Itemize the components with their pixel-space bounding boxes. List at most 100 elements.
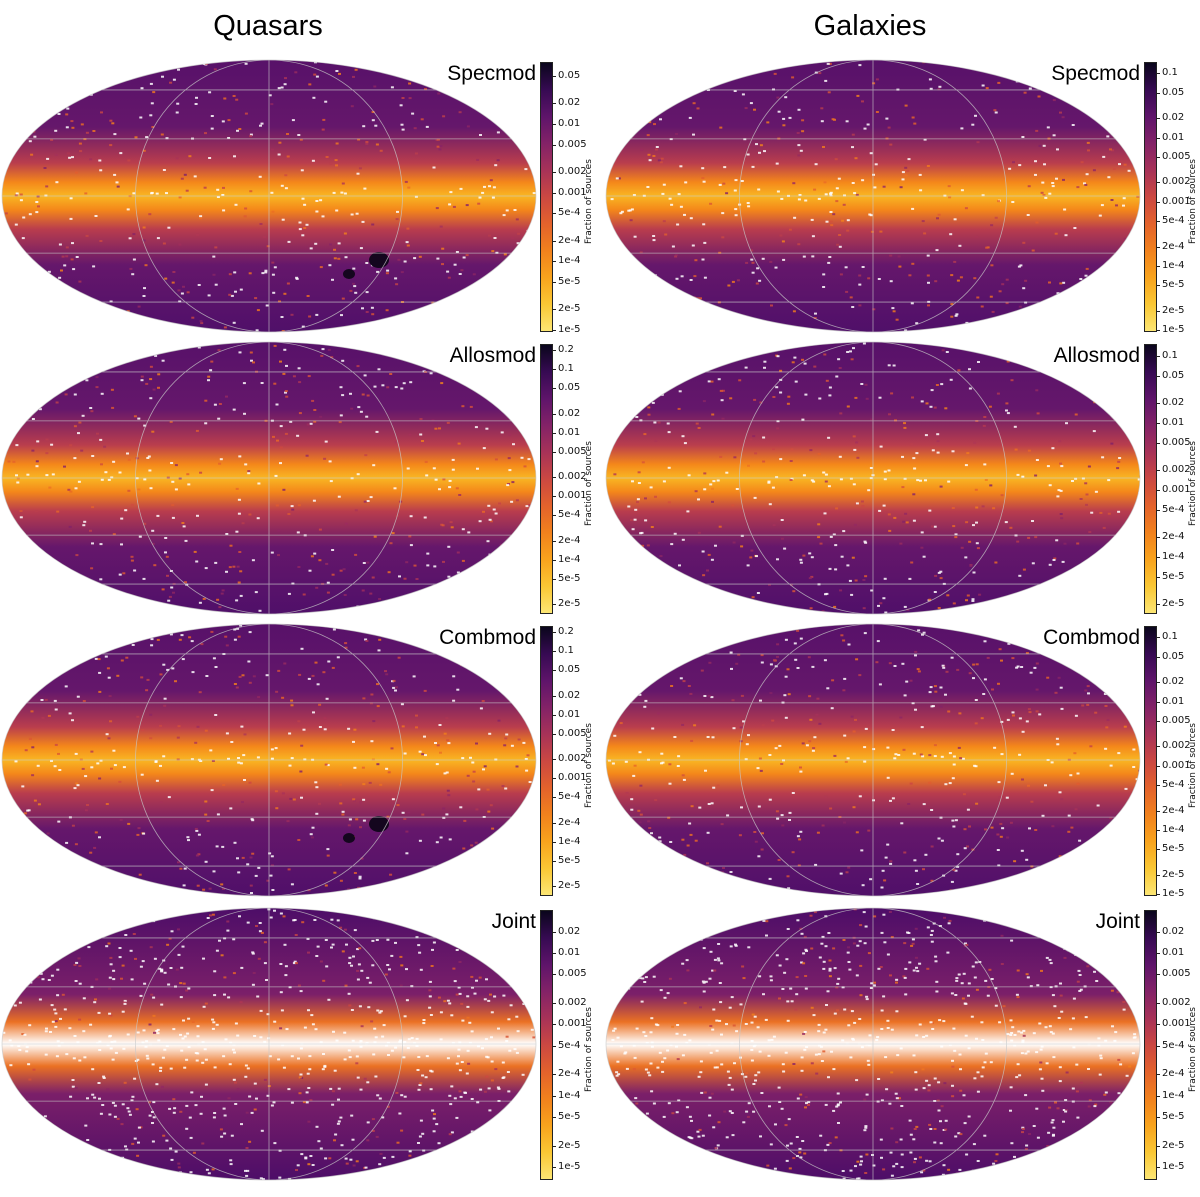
colorbar-tick-label: 5e-4 bbox=[1162, 779, 1185, 790]
colorbar-tick-label: 0.002 bbox=[558, 996, 587, 1008]
colorbar-tick-label: 2e-4 bbox=[558, 534, 581, 546]
colorbar-tick-label: 5e-5 bbox=[1162, 571, 1185, 582]
colorbar-tick-mark bbox=[1157, 577, 1160, 578]
colorbar-tick-label: 2e-4 bbox=[1162, 804, 1185, 816]
colorbar-label: Fraction of sources bbox=[584, 441, 594, 526]
mollweide-map bbox=[605, 623, 1141, 897]
colorbar-tick-label: 0.1 bbox=[1162, 631, 1178, 643]
colorbar-tick-label: 0.005 bbox=[558, 968, 587, 980]
colorbar-tick-label: 0.01 bbox=[1162, 416, 1185, 428]
colorbar-tick-mark bbox=[1157, 952, 1160, 954]
graticule bbox=[605, 907, 1141, 1181]
colorbar-tick-mark bbox=[1157, 201, 1160, 203]
colorbar-tick-mark bbox=[553, 451, 556, 453]
colorbar-tick-mark bbox=[1157, 156, 1160, 158]
colorbar-tick-mark bbox=[553, 330, 556, 331]
model-label: Joint bbox=[491, 910, 536, 933]
panel-galaxies-combmod: Combmod 0.1 0.05 0.02 0.01 0.005 0.002 0.001 5e-… bbox=[604, 622, 1200, 902]
colorbar-label: Fraction of sources bbox=[1188, 723, 1198, 808]
colorbar-tick-label: 2e-5 bbox=[558, 303, 581, 315]
colorbar-tick-label: 0.01 bbox=[558, 118, 581, 129]
model-label: Combmod bbox=[1043, 626, 1140, 649]
graticule bbox=[605, 59, 1141, 333]
graticule bbox=[605, 341, 1141, 615]
colorbar-tick-label: 1e-5 bbox=[558, 324, 581, 335]
mollweide-map bbox=[605, 59, 1141, 333]
model-label: Combmod bbox=[439, 626, 536, 649]
colorbar-tick-label: 0.002 bbox=[1162, 463, 1191, 475]
colorbar-tick-label: 0.001 bbox=[558, 490, 587, 502]
colorbar-tick-label: 0.002 bbox=[1162, 996, 1191, 1008]
colorbar-tick-label: 0.001 bbox=[1162, 195, 1191, 207]
colorbar-tick-mark bbox=[553, 559, 556, 561]
colorbar-tick-mark bbox=[553, 432, 556, 434]
colorbar-tick-mark bbox=[1157, 402, 1160, 404]
magellanic-cloud bbox=[343, 833, 355, 843]
graticule bbox=[1, 907, 537, 1181]
colorbar-tick-label: 0.005 bbox=[558, 445, 587, 457]
colorbar bbox=[540, 626, 553, 896]
colorbar-tick-label: 1e-5 bbox=[1162, 324, 1185, 335]
colorbar-tick-label: 2e-5 bbox=[1162, 1139, 1185, 1151]
colorbar bbox=[1144, 626, 1157, 896]
colorbar-tick-label: 0.2 bbox=[558, 344, 574, 356]
colorbar-tick-mark bbox=[553, 886, 556, 888]
colorbar-tick-label: 0.1 bbox=[1162, 349, 1178, 361]
colorbar-tick-mark bbox=[1157, 536, 1160, 538]
colorbar-tick-mark bbox=[1157, 376, 1160, 377]
model-label: Specmod bbox=[1051, 62, 1140, 85]
panel-galaxies-joint: Joint 0.02 0.01 0.005 0.002 0.001 5e-4 2e-4 1e-4… bbox=[604, 906, 1200, 1186]
colorbar-tick-mark bbox=[553, 261, 556, 263]
colorbar-tick-mark bbox=[553, 841, 556, 843]
panel-quasars-combmod: Combmod 0.2 0.1 0.05 0.02 0.01 0.005 0.002 0.001… bbox=[0, 622, 596, 902]
colorbar-tick-mark bbox=[1157, 469, 1160, 471]
colorbar-tick-mark bbox=[1157, 310, 1160, 312]
colorbar-tick-mark bbox=[1157, 1095, 1160, 1097]
colorbar-tick-label: 1e-4 bbox=[1162, 259, 1185, 271]
colorbar-tick-mark bbox=[553, 797, 556, 799]
colorbar-tick-mark bbox=[1157, 785, 1160, 786]
colorbar-tick-mark bbox=[553, 695, 556, 697]
colorbar-tick-label: 5e-5 bbox=[1162, 279, 1185, 291]
colorbar-tick-mark bbox=[553, 388, 556, 390]
panel-galaxies-allosmod: Allosmod 0.1 0.05 0.02 0.01 0.005 0.002 0.001 5e… bbox=[604, 340, 1200, 620]
colorbar-tick-mark bbox=[1157, 637, 1160, 639]
colorbar-tick-label: 0.05 bbox=[1162, 86, 1185, 98]
colorbar-tick-label: 0.05 bbox=[558, 70, 581, 81]
colorbar-tick-label: 2e-5 bbox=[558, 598, 581, 610]
colorbar-tick-mark bbox=[1157, 1167, 1160, 1168]
colorbar-tick-label: 2e-4 bbox=[558, 1068, 581, 1080]
colorbar-tick-mark bbox=[553, 733, 556, 735]
colorbar-tick-mark bbox=[553, 172, 556, 173]
colorbar-tick-mark bbox=[553, 477, 556, 479]
colorbar-tick-mark bbox=[553, 1145, 556, 1147]
colorbar-tick-mark bbox=[553, 1024, 556, 1026]
colorbar-tick-mark bbox=[1157, 73, 1160, 75]
colorbar-tick-label: 0.002 bbox=[1162, 176, 1191, 188]
colorbar-tick-mark bbox=[1157, 874, 1160, 876]
colorbar-tick-mark bbox=[1157, 656, 1160, 658]
colorbar-tick-label: 0.1 bbox=[1162, 67, 1178, 79]
colorbar-tick-label: 2e-5 bbox=[1162, 597, 1185, 609]
magellanic-cloud bbox=[369, 252, 389, 268]
colorbar-tick-mark bbox=[553, 1002, 556, 1004]
colorbar-tick-label: 0.005 bbox=[558, 138, 587, 150]
colorbar-tick-mark bbox=[1157, 829, 1160, 831]
colorbar-tick-label: 0.02 bbox=[1162, 112, 1185, 124]
colorbar-tick-mark bbox=[1157, 422, 1160, 424]
colorbar-tick-label: 0.05 bbox=[1162, 650, 1185, 662]
colorbar-tick-label: 0.1 bbox=[558, 363, 574, 375]
colorbar-tick-label: 2e-4 bbox=[558, 234, 581, 246]
colorbar bbox=[540, 62, 553, 332]
colorbar-tick-mark bbox=[1157, 931, 1160, 933]
colorbar-tick-label: 0.005 bbox=[1162, 968, 1191, 980]
colorbar-tick-label: 0.005 bbox=[558, 727, 587, 739]
colorbar-tick-label: 5e-4 bbox=[1162, 1039, 1185, 1051]
mollweide-map bbox=[605, 341, 1141, 615]
colorbar-tick-label: 5e-4 bbox=[558, 207, 581, 219]
colorbar-tick-label: 5e-4 bbox=[1162, 215, 1185, 226]
colorbar-tick-label: 5e-4 bbox=[558, 791, 581, 803]
panel-quasars-joint: Joint 0.02 0.01 0.005 0.002 0.001 5e-4 2e-4 1e-4… bbox=[0, 906, 596, 1186]
colorbar-tick-mark bbox=[1157, 265, 1160, 267]
colorbar-tick-label: 0.02 bbox=[558, 925, 581, 937]
